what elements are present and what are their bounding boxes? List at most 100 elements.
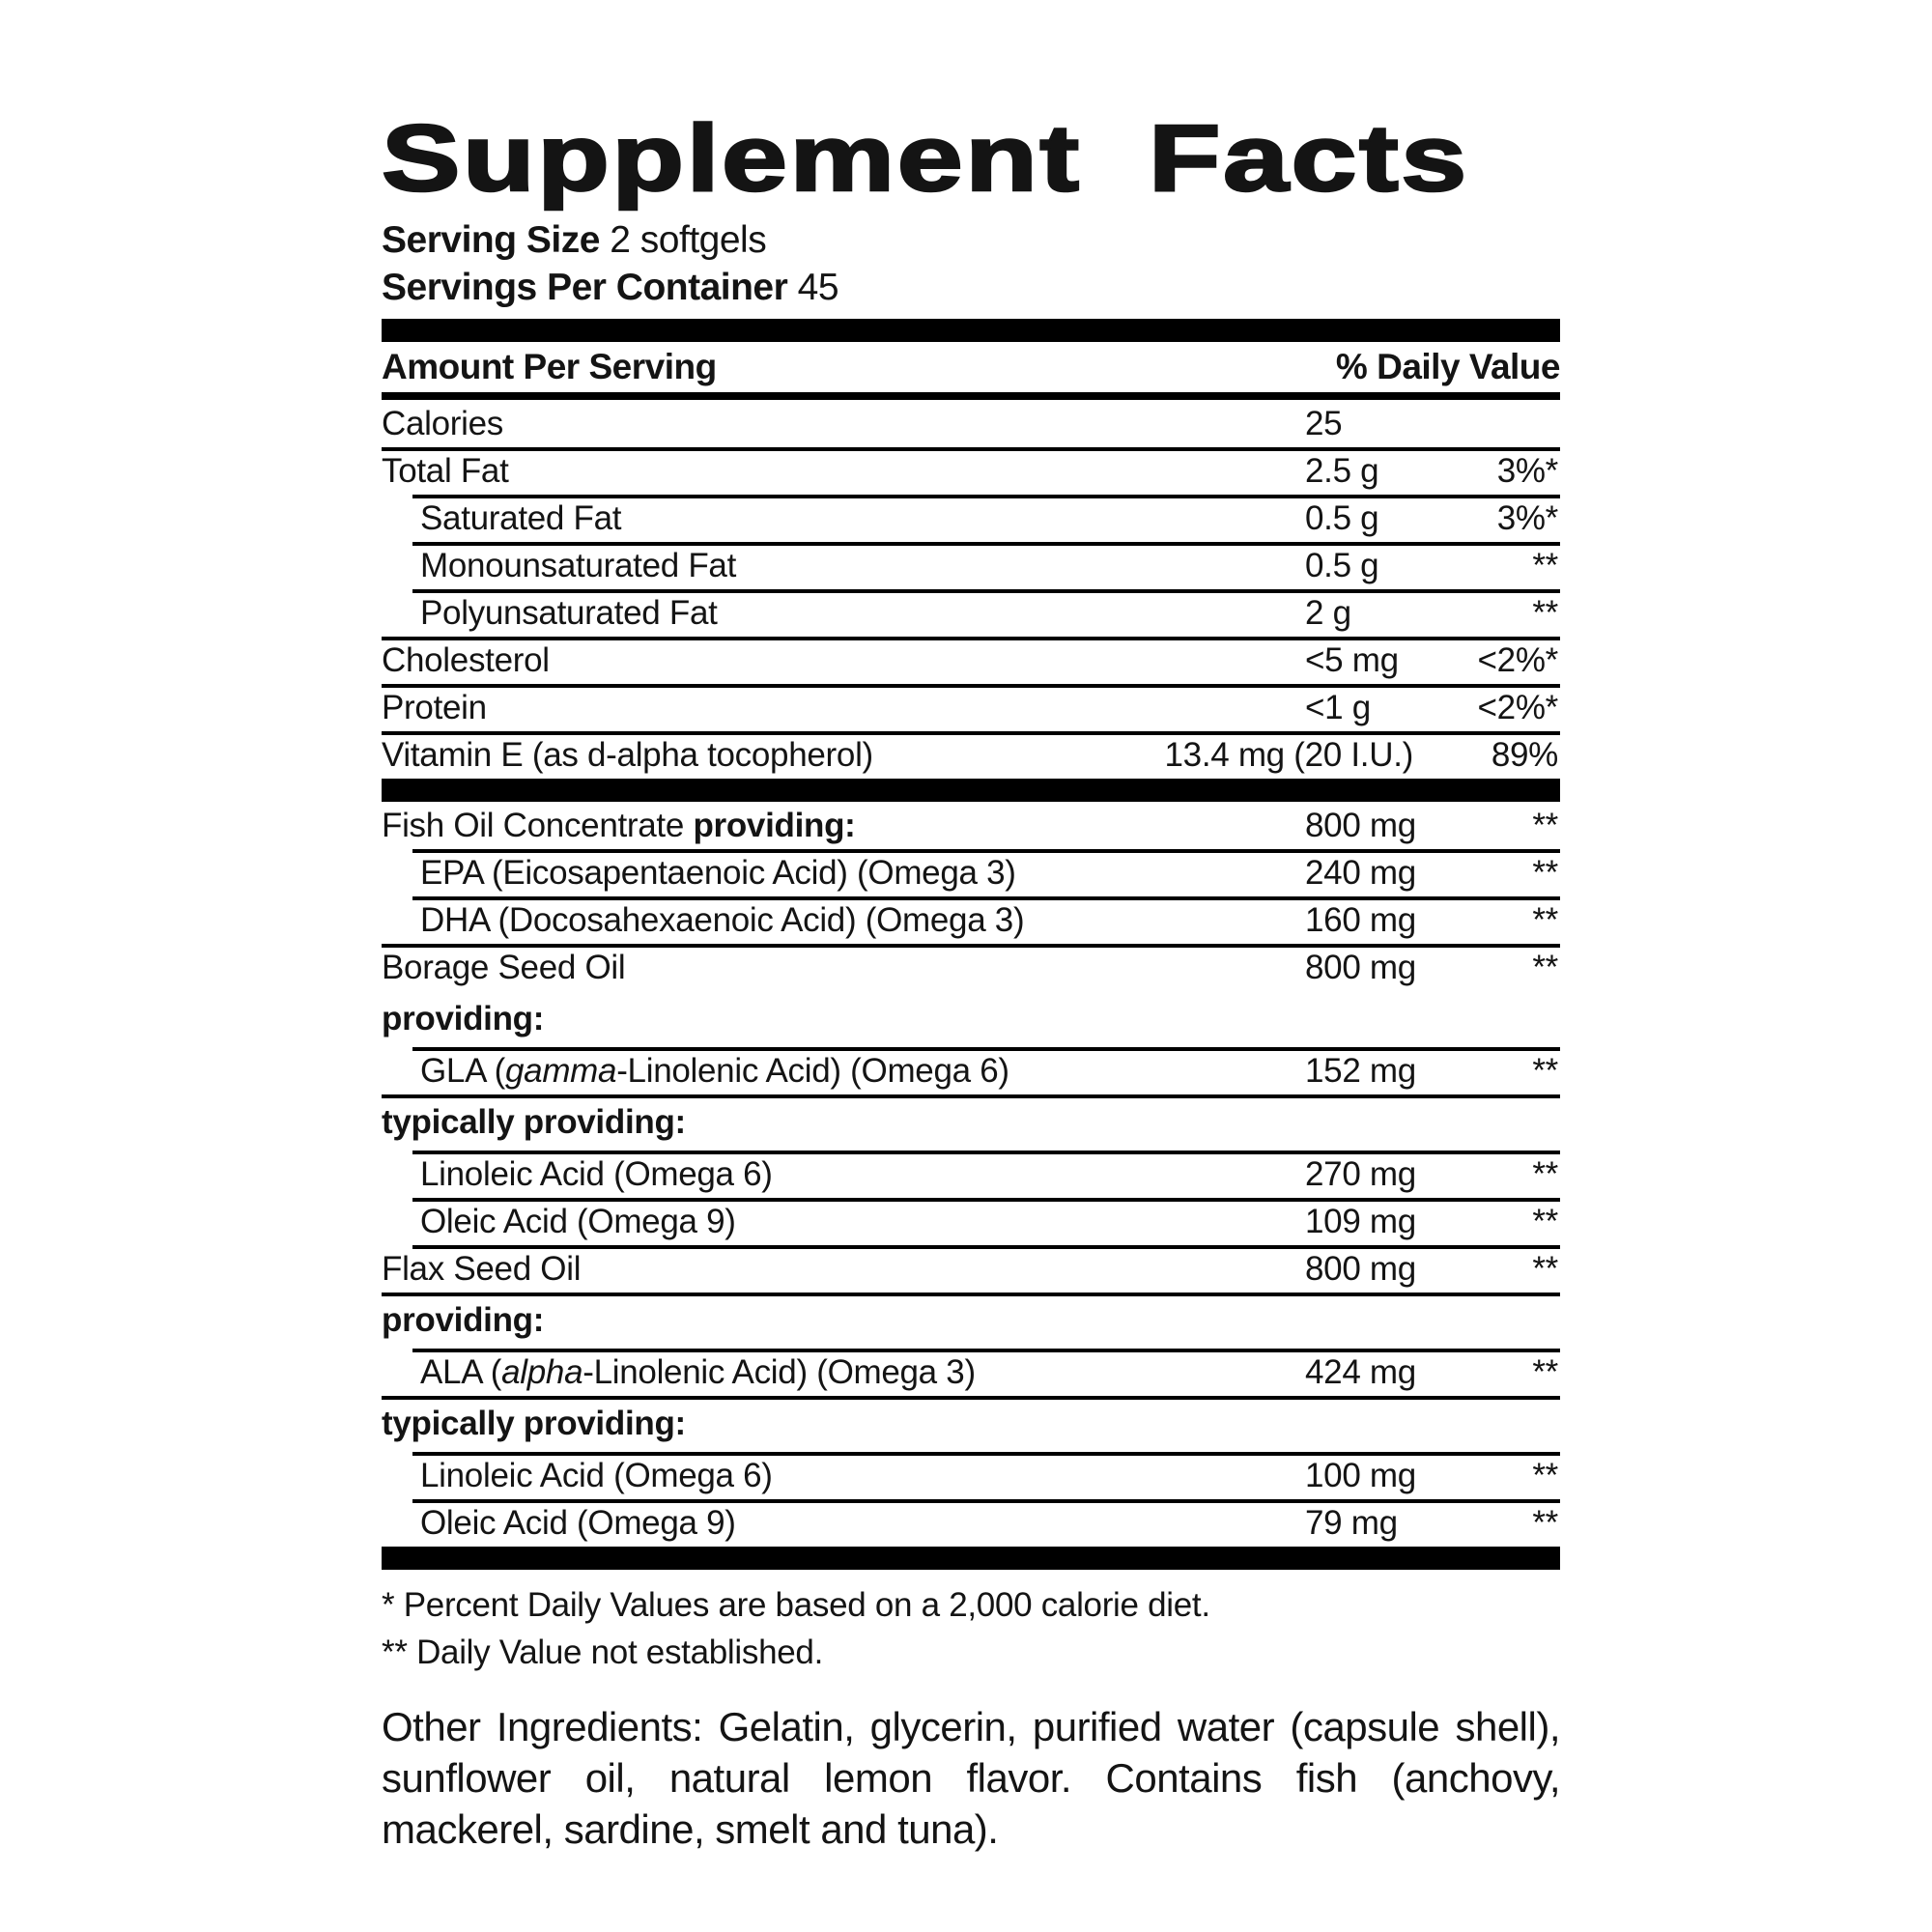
nutrient-name: EPA (Eicosapentaenoic Acid) (Omega 3) <box>420 854 1016 892</box>
nutrient-amount: 79 mg <box>1305 1504 1398 1542</box>
nutrient-amount: 270 mg <box>1305 1155 1416 1193</box>
row-typically-providing-flax: typically providing: <box>382 1396 1560 1452</box>
nutrient-name: Flax Seed Oil <box>382 1250 582 1288</box>
table-header: Amount Per Serving % Daily Value <box>382 342 1561 392</box>
row-oleic-flax: Oleic Acid (Omega 9) 79 mg ** <box>382 1499 1560 1547</box>
divider-bar-bottom <box>382 1547 1560 1570</box>
serving-size-label: Serving Size <box>382 219 600 261</box>
row-saturated-fat: Saturated Fat 0.5 g 3%* <box>382 495 1560 542</box>
nutrient-amount: 800 mg <box>1305 949 1416 986</box>
row-borage-seed-oil: Borage Seed Oil 800 mg ** <box>382 944 1560 991</box>
row-gla: GLA (gamma-Linolenic Acid) (Omega 6) 152… <box>382 1047 1560 1094</box>
row-oleic-borage: Oleic Acid (Omega 9) 109 mg ** <box>382 1198 1560 1245</box>
nutrient-name: Total Fat <box>382 452 509 490</box>
nutrient-dv: <2%* <box>1477 641 1559 679</box>
section-label: typically providing: <box>382 1103 686 1141</box>
nutrient-name: Polyunsaturated Fat <box>420 594 718 632</box>
nutrient-amount: 13.4 mg (20 I.U.) <box>1164 736 1413 774</box>
nutrient-amount: 152 mg <box>1305 1052 1416 1090</box>
nutrient-dv: ** <box>1532 1250 1558 1288</box>
nutrient-dv: ** <box>1532 854 1558 892</box>
amount-per-serving-header: Amount Per Serving <box>382 347 717 386</box>
divider-bar-middle <box>382 779 1560 802</box>
servings-per-container-label: Servings Per Container <box>382 267 788 308</box>
other-ingredients: Other Ingredients: Gelatin, glycerin, pu… <box>382 1704 1561 1852</box>
nutrient-name: Linoleic Acid (Omega 6) <box>420 1457 773 1494</box>
row-linoleic-borage: Linoleic Acid (Omega 6) 270 mg ** <box>382 1151 1560 1198</box>
nutrient-amount: 109 mg <box>1305 1203 1416 1240</box>
nutrient-name: DHA (Docosahexaenoic Acid) (Omega 3) <box>420 901 1025 939</box>
row-cholesterol: Cholesterol <5 mg <2%* <box>382 637 1560 684</box>
nutrient-amount: 25 <box>1305 405 1343 442</box>
nutrient-amount: <5 mg <box>1305 641 1399 679</box>
row-providing-borage: providing: <box>382 991 1560 1047</box>
footnotes: * Percent Daily Values are based on a 2,… <box>382 1581 1560 1676</box>
row-total-fat: Total Fat 2.5 g 3%* <box>382 447 1560 495</box>
nutrient-amount: 800 mg <box>1305 1250 1416 1288</box>
row-monounsaturated-fat: Monounsaturated Fat 0.5 g ** <box>382 542 1560 589</box>
nutrient-amount: <1 g <box>1305 689 1371 726</box>
servings-per-container-value: 45 <box>797 267 839 308</box>
nutrient-amount: 0.5 g <box>1305 499 1379 537</box>
nutrient-dv: 3%* <box>1496 452 1559 490</box>
nutrient-amount: 160 mg <box>1305 901 1416 939</box>
nutrient-amount: 100 mg <box>1305 1457 1416 1494</box>
nutrient-name: Linoleic Acid (Omega 6) <box>420 1155 773 1193</box>
header-rule <box>382 392 1560 400</box>
nutrient-name: Borage Seed Oil <box>382 949 626 986</box>
nutrient-name: Protein <box>382 689 487 726</box>
nutrient-name: Monounsaturated Fat <box>420 547 737 584</box>
row-linoleic-flax: Linoleic Acid (Omega 6) 100 mg ** <box>382 1452 1560 1499</box>
footnote-not-established: ** Daily Value not established. <box>382 1634 823 1671</box>
nutrient-dv: ** <box>1532 547 1558 584</box>
nutrient-name: Oleic Acid (Omega 9) <box>420 1504 736 1542</box>
row-epa: EPA (Eicosapentaenoic Acid) (Omega 3) 24… <box>382 849 1560 896</box>
nutrient-amount: 2.5 g <box>1305 452 1379 490</box>
nutrient-dv: ** <box>1532 1353 1558 1391</box>
nutrient-name: Fish Oil Concentrate providing: <box>382 807 856 844</box>
serving-info: Serving Size 2 softgels Servings Per Con… <box>382 216 1560 311</box>
row-providing-flax: providing: <box>382 1293 1560 1349</box>
nutrient-dv: ** <box>1532 1203 1558 1240</box>
nutrient-dv: ** <box>1532 1155 1558 1193</box>
daily-value-header: % Daily Value <box>1335 347 1561 386</box>
nutrient-name: GLA (gamma-Linolenic Acid) (Omega 6) <box>420 1052 1009 1090</box>
nutrient-dv: <2%* <box>1477 689 1559 726</box>
nutrient-dv: ** <box>1532 1504 1558 1542</box>
section-label: providing: <box>382 1301 545 1339</box>
row-flax-seed-oil: Flax Seed Oil 800 mg ** <box>382 1245 1560 1293</box>
nutrient-dv: 89% <box>1491 736 1558 774</box>
row-calories: Calories 25 <box>382 400 1560 447</box>
row-protein: Protein <1 g <2%* <box>382 684 1560 731</box>
row-vitamin-e: Vitamin E (as d-alpha tocopherol) 13.4 m… <box>382 731 1560 779</box>
nutrient-name: ALA (alpha-Linolenic Acid) (Omega 3) <box>420 1353 976 1391</box>
nutrient-dv: ** <box>1532 594 1558 632</box>
nutrient-amount: 424 mg <box>1305 1353 1416 1391</box>
nutrient-dv: ** <box>1532 807 1558 844</box>
row-polyunsaturated-fat: Polyunsaturated Fat 2 g ** <box>382 589 1560 637</box>
supplement-facts-label: Supplement Facts Serving Size 2 softgels… <box>380 110 1561 1895</box>
nutrient-name: Saturated Fat <box>420 499 622 537</box>
row-dha: DHA (Docosahexaenoic Acid) (Omega 3) 160… <box>382 896 1560 944</box>
nutrient-name: Cholesterol <box>382 641 550 679</box>
servings-per-container-line: Servings Per Container 45 <box>382 264 1560 311</box>
serving-size-line: Serving Size 2 softgels <box>382 216 1560 264</box>
nutrient-dv: 3%* <box>1496 499 1559 537</box>
page-title: Supplement Facts <box>380 105 1469 211</box>
nutrient-amount: 240 mg <box>1305 854 1416 892</box>
divider-bar-top <box>382 319 1560 342</box>
row-fish-oil-concentrate: Fish Oil Concentrate providing: 800 mg *… <box>382 802 1560 849</box>
section-label: typically providing: <box>382 1405 686 1442</box>
row-typically-providing-borage: typically providing: <box>382 1094 1560 1151</box>
section-label: providing: <box>382 1000 545 1037</box>
nutrient-dv: ** <box>1532 901 1558 939</box>
row-ala: ALA (alpha-Linolenic Acid) (Omega 3) 424… <box>382 1349 1560 1396</box>
footnote-daily-value: * Percent Daily Values are based on a 2,… <box>382 1586 1210 1624</box>
nutrient-amount: 2 g <box>1305 594 1351 632</box>
nutrient-dv: ** <box>1532 1457 1558 1494</box>
nutrient-amount: 800 mg <box>1305 807 1416 844</box>
nutrient-name: Oleic Acid (Omega 9) <box>420 1203 736 1240</box>
serving-size-value: 2 softgels <box>610 219 767 261</box>
nutrient-name: Calories <box>382 405 503 442</box>
nutrient-name: Vitamin E (as d-alpha tocopherol) <box>382 736 873 774</box>
